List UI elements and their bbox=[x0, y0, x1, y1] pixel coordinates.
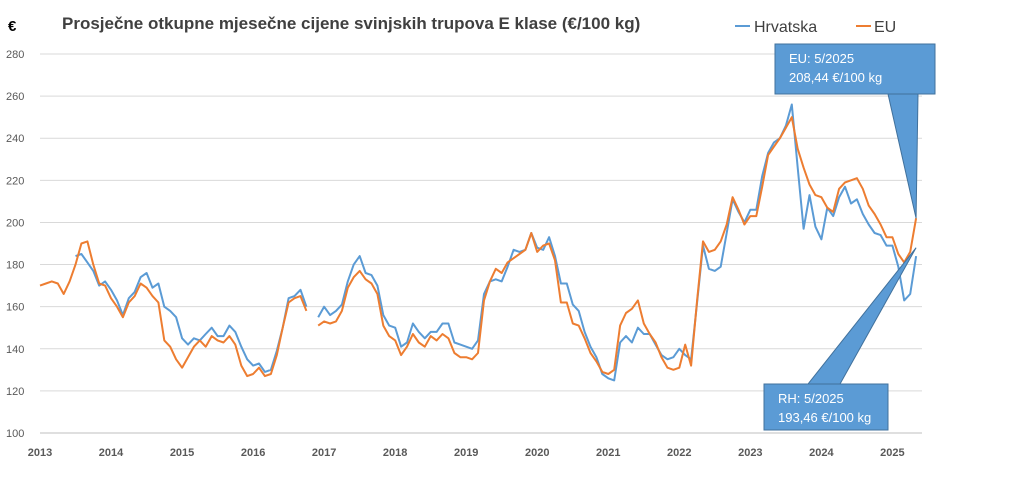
x-tick-label: 2014 bbox=[99, 447, 124, 459]
tick-layer: 100 120 140 160 180 200 220 240 260 280 2013 2014 20… bbox=[6, 49, 905, 459]
x-tick-label: 2017 bbox=[312, 447, 336, 459]
x-tick-label: 2016 bbox=[241, 447, 265, 459]
x-tick-label: 2019 bbox=[454, 447, 478, 459]
x-tick-label: 2024 bbox=[809, 447, 834, 459]
y-tick-label: 120 bbox=[6, 386, 24, 398]
chart-title: Prosječne otkupne mjesečne cijene svinjs… bbox=[62, 14, 640, 33]
y-tick-label: 100 bbox=[6, 428, 24, 440]
callout-line-2: 193,46 €/100 kg bbox=[778, 410, 871, 425]
y-tick-label: 260 bbox=[6, 91, 24, 103]
legend: Hrvatska EU bbox=[735, 19, 896, 36]
callout-layer: EU: 5/2025 208,44 €/100 kg RH: 5/2025 193,4… bbox=[763, 43, 936, 431]
callout-eu: EU: 5/2025 208,44 €/100 kg bbox=[774, 43, 936, 219]
y-tick-label: 280 bbox=[6, 49, 24, 61]
callout-line-1: RH: 5/2025 bbox=[778, 391, 844, 406]
y-axis-unit-label: € bbox=[8, 18, 17, 35]
callout-line-2: 208,44 €/100 kg bbox=[789, 70, 882, 85]
callout-line-1: EU: 5/2025 bbox=[789, 51, 854, 66]
y-tick-label: 160 bbox=[6, 302, 24, 314]
legend-label-eu: EU bbox=[874, 19, 896, 36]
series-layer bbox=[39, 103, 918, 382]
callout-box bbox=[774, 43, 936, 95]
x-tick-label: 2021 bbox=[596, 447, 620, 459]
x-tick-label: 2018 bbox=[383, 447, 407, 459]
y-tick-label: 180 bbox=[6, 260, 24, 272]
x-tick-label: 2025 bbox=[880, 447, 904, 459]
x-tick-label: 2020 bbox=[525, 447, 549, 459]
y-tick-label: 220 bbox=[6, 175, 24, 187]
callout-rh: RH: 5/2025 193,46 €/100 kg bbox=[763, 247, 917, 431]
x-tick-label: 2022 bbox=[667, 447, 691, 459]
series-line-eu bbox=[39, 116, 918, 378]
legend-label-hrvatska: Hrvatska bbox=[754, 19, 817, 36]
x-tick-label: 2013 bbox=[28, 447, 52, 459]
series-line-hrvatska bbox=[75, 103, 918, 382]
y-tick-label: 200 bbox=[6, 217, 24, 229]
x-tick-label: 2015 bbox=[170, 447, 194, 459]
callout-box bbox=[763, 383, 889, 431]
y-tick-label: 140 bbox=[6, 344, 24, 356]
y-tick-label: 240 bbox=[6, 133, 24, 145]
x-tick-label: 2023 bbox=[738, 447, 762, 459]
